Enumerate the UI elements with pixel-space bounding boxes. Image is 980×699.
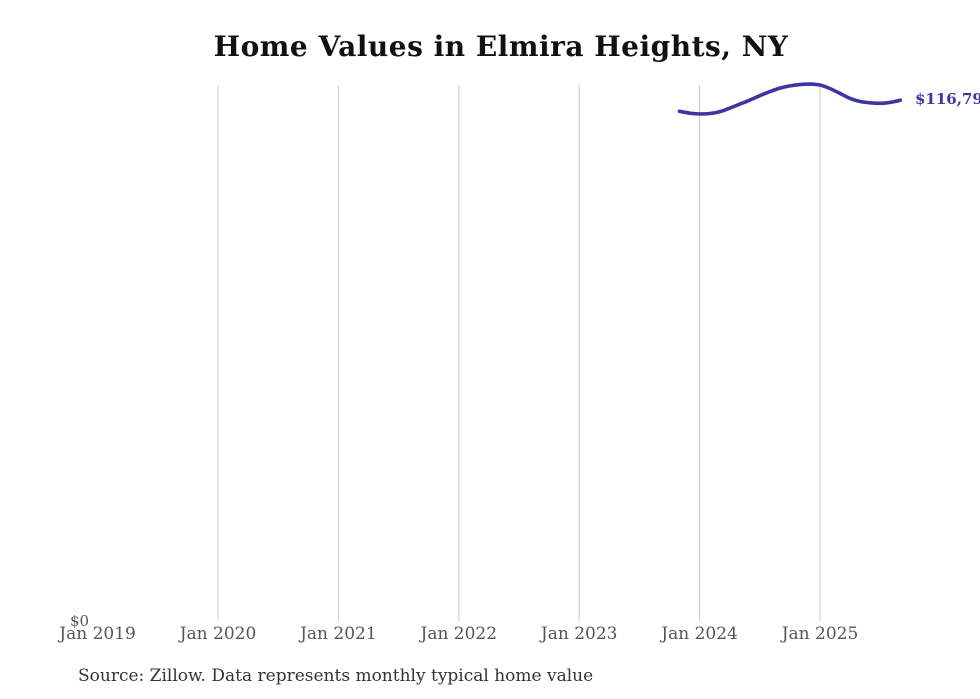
x-axis-label: Jan 2025 bbox=[781, 624, 859, 644]
x-axis-label: Jan 2024 bbox=[661, 624, 738, 644]
vertical-gridlines bbox=[217, 85, 821, 621]
y-axis-zero-label: $0 bbox=[70, 612, 90, 630]
home-value-line bbox=[677, 82, 903, 116]
x-axis-label: Jan 2022 bbox=[420, 624, 498, 644]
x-axis-label: Jan 2019 bbox=[59, 624, 136, 644]
line-end-value-label: $116,790 bbox=[915, 90, 980, 108]
x-axis-label: Jan 2021 bbox=[300, 624, 377, 644]
chart-title: Home Values in Elmira Heights, NY bbox=[213, 30, 789, 63]
source-note: Source: Zillow. Data represents monthly … bbox=[78, 666, 594, 686]
x-axis-label: Jan 2020 bbox=[179, 624, 257, 644]
x-axis-label: Jan 2023 bbox=[540, 624, 618, 644]
